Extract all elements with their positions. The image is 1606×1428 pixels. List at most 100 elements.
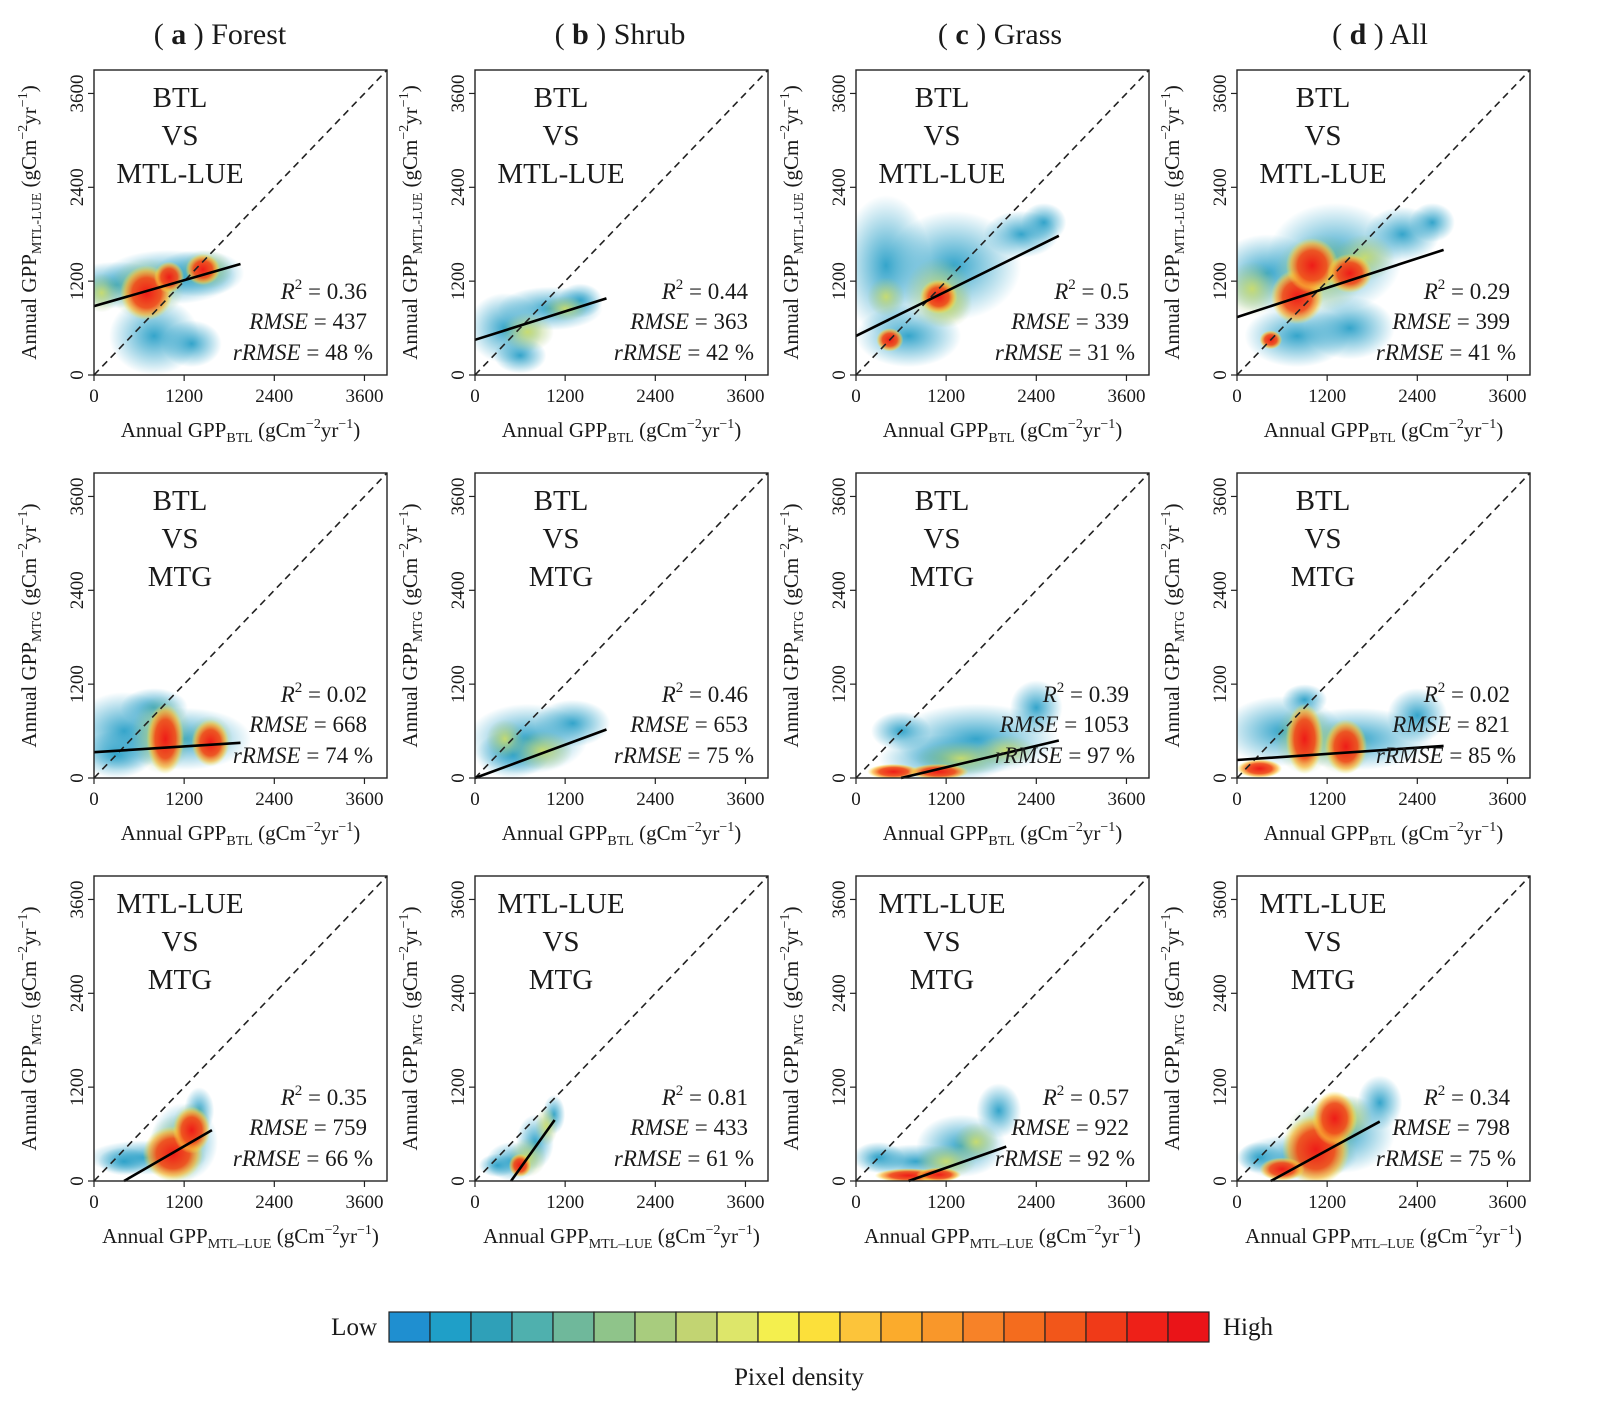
text-span: (	[154, 18, 172, 51]
text-span: )	[1160, 503, 1184, 510]
x-tick-label: 1200	[165, 386, 203, 407]
x-tick-label: 2400	[255, 386, 293, 407]
one-to-one-line	[93, 69, 388, 376]
stat-rmse: RMSE = 798	[1391, 1115, 1510, 1140]
panel-title-line: MTL-LUE	[497, 158, 624, 190]
stat-rmse-value: = 821	[1451, 712, 1510, 737]
text-span: (	[1332, 18, 1350, 51]
text-span: −1	[1159, 510, 1174, 525]
y-tick-label: 2400	[829, 571, 850, 609]
y-axis-subscript: MTG	[1173, 611, 1188, 642]
text-span: yr	[702, 418, 720, 442]
text-span: R	[1053, 279, 1068, 304]
panel-title-line: VS	[1304, 120, 1341, 152]
y-tick-label: 0	[1210, 773, 1231, 783]
stat-rmse-value: = 668	[308, 712, 367, 737]
text-span: RMSE	[999, 712, 1059, 737]
text-span: −2	[687, 820, 702, 835]
panel-a-row1: 00 1200 1200 2400 2400 3600 3600 Annual GPPBTL …	[16, 69, 388, 446]
density-blob-low	[1409, 202, 1455, 243]
y-axis-subscript: MTL-LUE	[411, 193, 426, 254]
panel-title-line: VS	[161, 120, 198, 152]
text-span: Annual GPP	[121, 418, 227, 442]
y-tick-label: 1200	[448, 1068, 469, 1106]
x-tick-label: 1200	[546, 789, 584, 810]
text-span: (gCm	[1396, 418, 1449, 442]
colorbar-swatch	[962, 1311, 1005, 1343]
stat-rrmse-value: = 75 %	[682, 743, 754, 768]
text-span: yr	[1083, 418, 1101, 442]
text-span: (gCm	[1414, 1224, 1467, 1248]
text-span: yr	[1160, 107, 1184, 125]
text-span: )	[1134, 1224, 1141, 1248]
stat-rrmse: rRMSE = 75 %	[614, 743, 754, 768]
one-to-one-line	[855, 69, 1150, 376]
stat-r2-value: = 0.57	[1064, 1085, 1129, 1110]
x-tick-label: 1200	[165, 1192, 203, 1213]
text-span: 2	[295, 1083, 303, 1099]
panel-title-line: MTG	[529, 561, 594, 593]
density-blob-high	[1327, 253, 1373, 293]
colorbar-title: Pixel density	[734, 1364, 864, 1391]
plot-frame	[93, 69, 388, 376]
colorbar-swatch	[1003, 1311, 1046, 1343]
stat-rmse: RMSE = 821	[1391, 712, 1510, 737]
y-axis-subscript: MTG	[30, 611, 45, 642]
text-span: −1	[16, 510, 31, 525]
text-span: −1	[778, 510, 793, 525]
text-span: (	[938, 18, 956, 51]
x-axis-subscript: BTL	[607, 431, 633, 446]
stat-rmse: RMSE = 653	[629, 712, 748, 737]
text-span: yr	[1482, 1224, 1500, 1248]
stat-r2-value: = 0.35	[302, 1085, 367, 1110]
text-span: −2	[306, 820, 321, 835]
text-span: yr	[1083, 821, 1101, 845]
text-span: −2	[778, 543, 793, 558]
text-span: yr	[398, 107, 422, 125]
text-span: )	[353, 418, 360, 442]
y-axis-label: Annual GPPMTL-LUE (gCm−2yr−1)	[397, 85, 426, 359]
text-span: 2	[1438, 1083, 1446, 1099]
y-tick-label: 3600	[829, 880, 850, 918]
text-span: 2	[1068, 277, 1076, 293]
x-axis-label: Annual GPPBTL (gCm−2yr−1)	[1264, 417, 1503, 446]
text-span: R	[1042, 1085, 1057, 1110]
plot-frame	[1236, 69, 1531, 376]
one-to-one-line	[474, 472, 769, 779]
stat-rmse: RMSE = 339	[1010, 309, 1129, 334]
y-axis-subscript: MTG	[1173, 1014, 1188, 1045]
text-span: 2	[1438, 277, 1446, 293]
stat-r2: R2 = 0.34	[1423, 1083, 1511, 1110]
y-axis-subscript: MTG	[792, 611, 807, 642]
text-span: −2	[706, 1223, 721, 1238]
density-blob-high	[1324, 719, 1367, 775]
y-axis-subscript: MTG	[30, 1014, 45, 1045]
text-span: −1	[719, 417, 734, 432]
y-tick-label: 3600	[1210, 880, 1231, 918]
text-span: (gCm	[1160, 140, 1184, 193]
text-span: yr	[779, 928, 803, 946]
stat-rmse: RMSE = 1053	[999, 712, 1129, 737]
stat-r2: R2 = 0.5	[1053, 277, 1129, 304]
colorbar-swatch	[1167, 1311, 1210, 1343]
text-span: Annual GPP	[779, 1045, 803, 1151]
stat-rrmse-value: = 66 %	[301, 1146, 373, 1171]
density-cloud	[94, 1087, 218, 1181]
x-tick-label: 3600	[726, 1192, 764, 1213]
one-to-one-line	[93, 472, 388, 779]
text-span: Annual GPP	[1245, 1224, 1351, 1248]
text-span: rRMSE	[614, 1146, 682, 1171]
x-tick-label: 0	[851, 386, 861, 407]
text-span: −1	[1481, 820, 1496, 835]
y-tick-label: 3600	[448, 477, 469, 515]
text-span: yr	[1464, 418, 1482, 442]
x-tick-label: 3600	[1488, 789, 1526, 810]
y-tick-label: 0	[1210, 370, 1231, 380]
text-span: −2	[1159, 946, 1174, 961]
one-to-one-line	[1236, 472, 1531, 779]
text-span: rRMSE	[995, 1146, 1063, 1171]
text-span: R	[661, 1085, 676, 1110]
text-span: −2	[1159, 125, 1174, 140]
text-span: )	[1115, 418, 1122, 442]
